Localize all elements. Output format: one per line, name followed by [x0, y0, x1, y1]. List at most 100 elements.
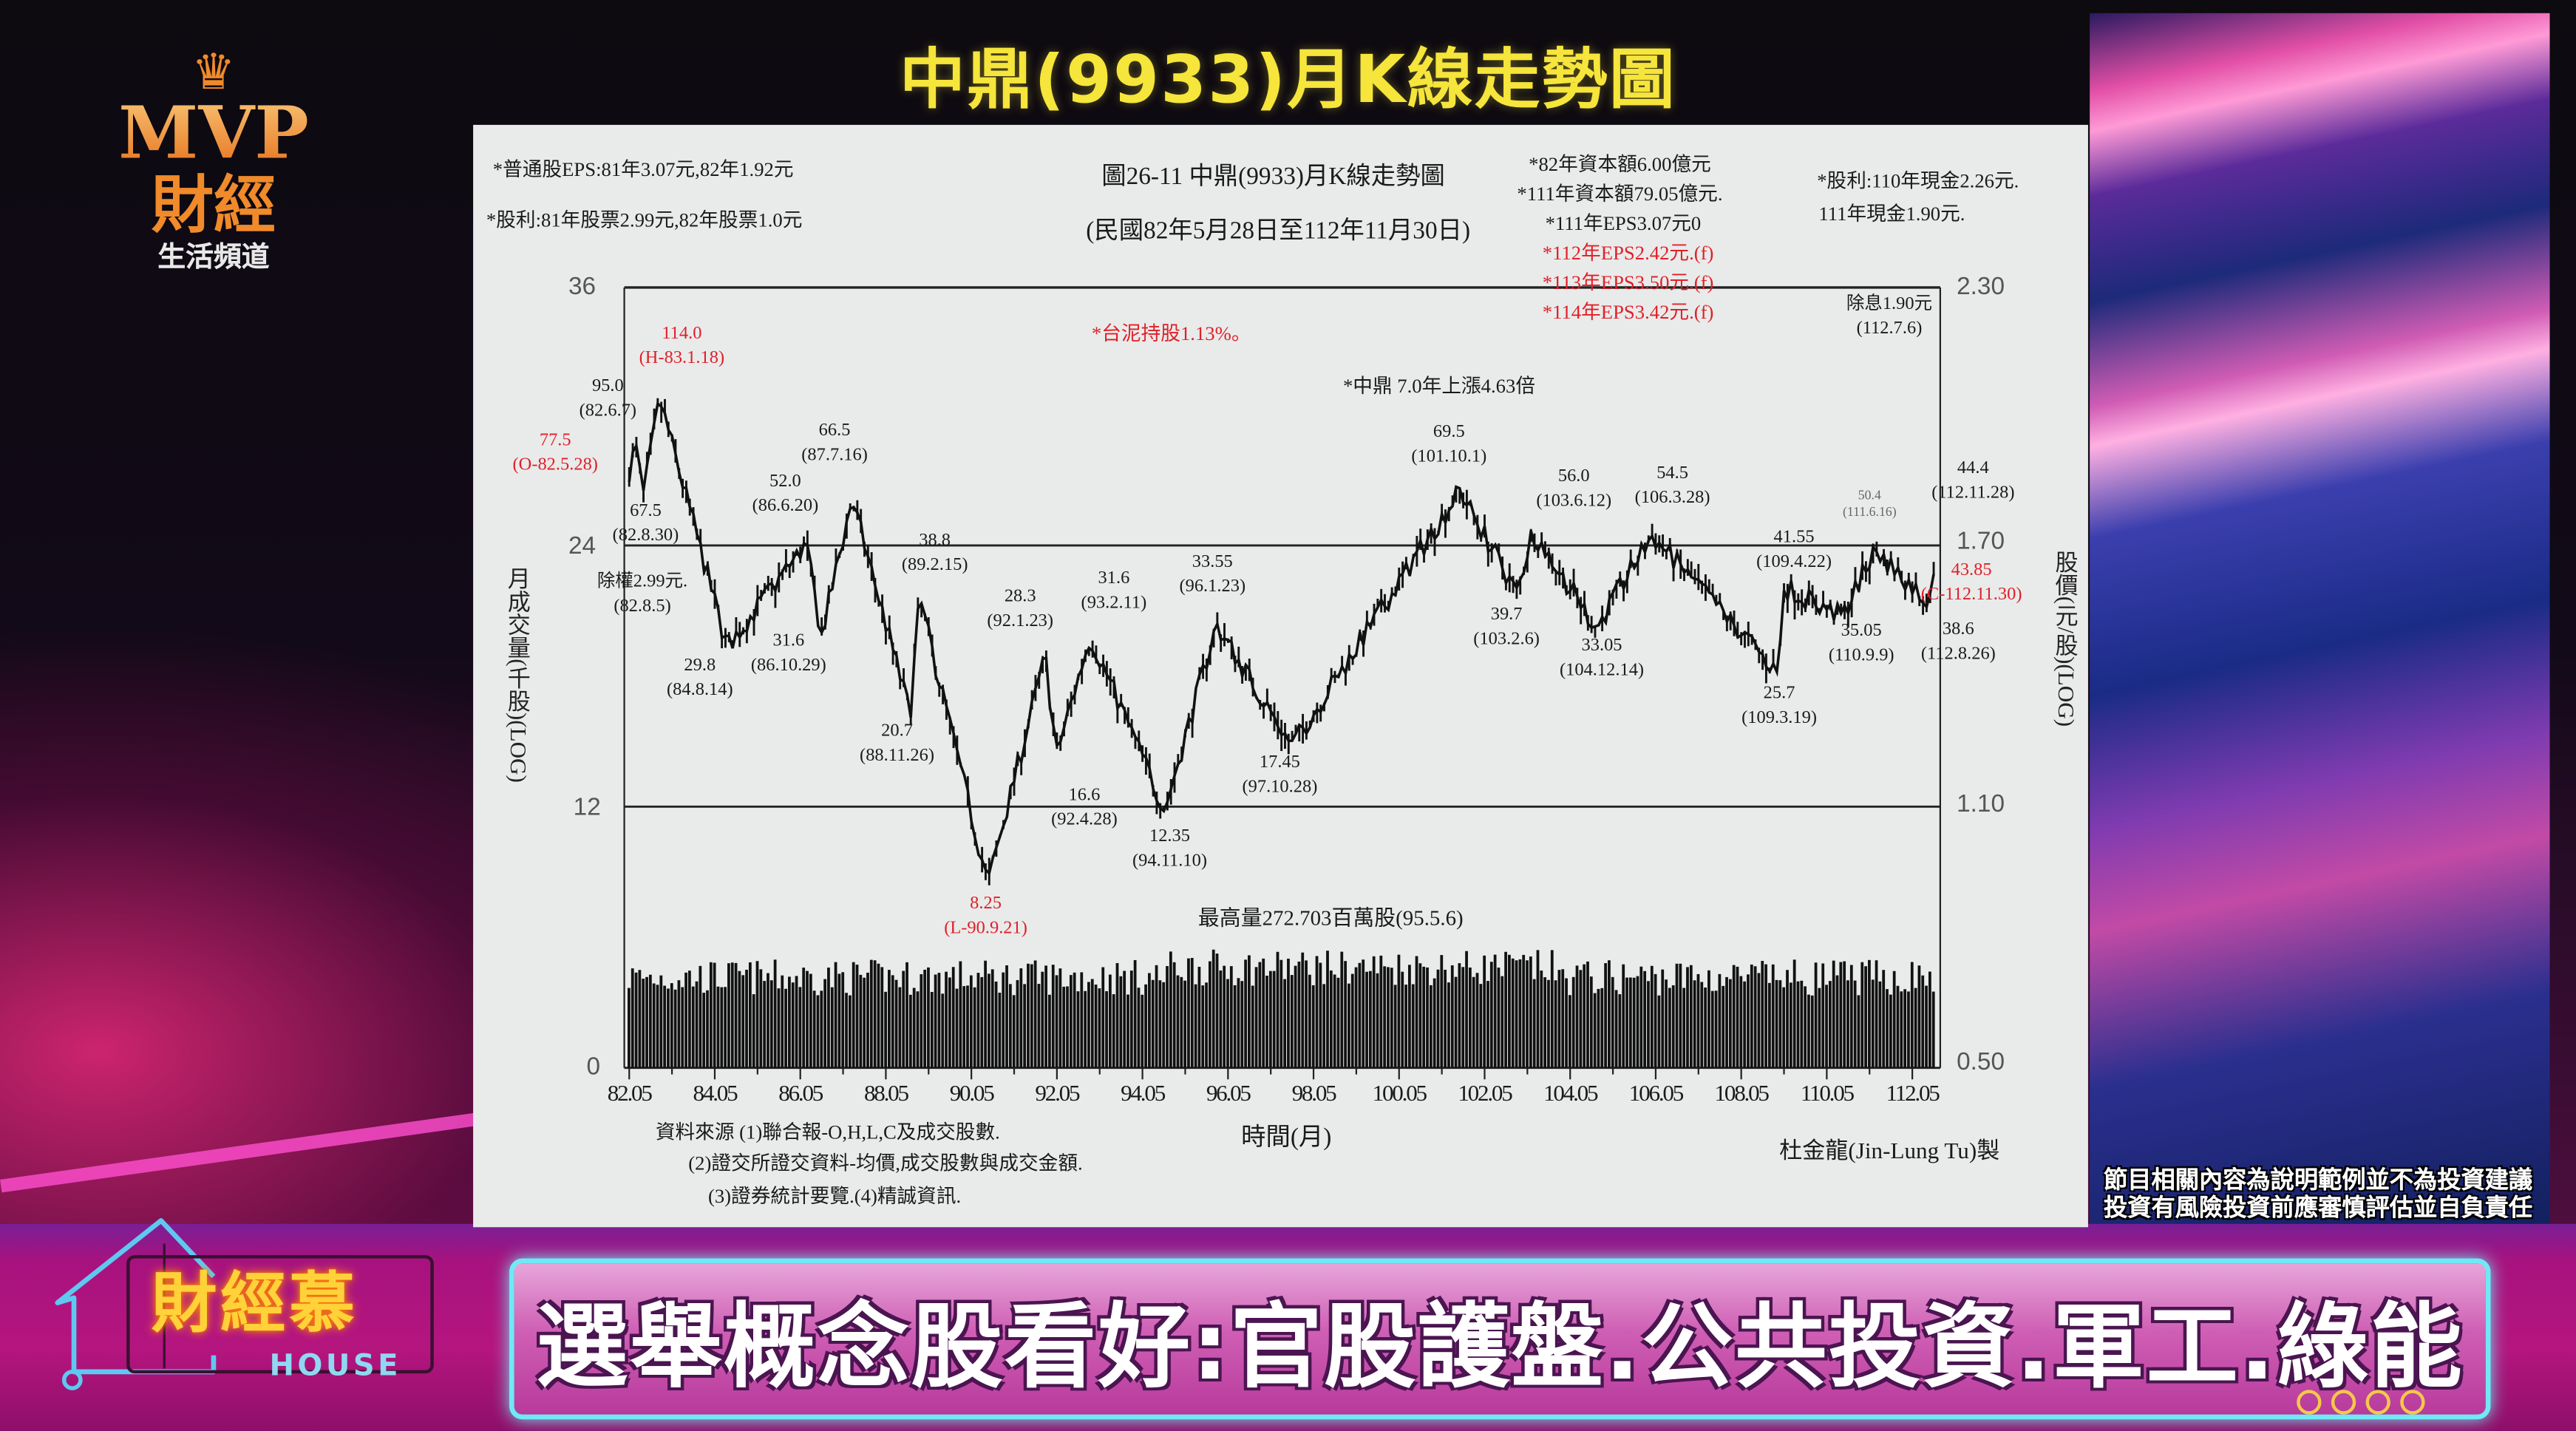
volume-bar — [1511, 958, 1515, 1068]
volume-bar — [1650, 965, 1654, 1068]
volume-bar — [1197, 966, 1201, 1068]
volume-bar — [777, 988, 781, 1068]
volume-bar — [827, 968, 830, 1068]
volume-bar — [1910, 962, 1914, 1068]
volume-bar — [1832, 960, 1835, 1068]
decorative-dots — [2297, 1390, 2425, 1415]
volume-bar — [1087, 982, 1090, 1068]
volume-bar — [1568, 995, 1571, 1068]
house-icon — [55, 1218, 434, 1390]
volume-bar — [1618, 994, 1622, 1068]
volume-bar — [1668, 988, 1671, 1068]
volume-bar — [1743, 981, 1747, 1068]
volume-bar — [873, 960, 877, 1068]
volume-bar — [1550, 950, 1554, 1068]
volume-bar — [806, 971, 809, 1068]
volume-bar — [1151, 979, 1155, 1068]
volume-bar — [1383, 966, 1387, 1068]
volume-bar — [1272, 971, 1276, 1068]
annotation: 28.3 (92.1.23) — [987, 586, 1054, 631]
right-tick: 2.30 — [1957, 272, 2005, 301]
volume-bar — [930, 991, 934, 1068]
volume-bar — [795, 976, 798, 1068]
left-tick: 0 — [586, 1053, 601, 1081]
volume-bar — [1732, 965, 1736, 1068]
volume-bar — [1839, 962, 1843, 1068]
volume-bar — [745, 969, 748, 1068]
volume-bar — [1348, 983, 1350, 1068]
volume-bar — [691, 986, 695, 1068]
volume-bar — [645, 976, 648, 1068]
annotation: 54.5 (106.3.28) — [1634, 463, 1710, 508]
volume-bar — [1176, 975, 1180, 1068]
annotation: 95.0 (82.6.7) — [579, 375, 637, 421]
volume-bar — [1315, 956, 1319, 1068]
volume-bar — [727, 963, 730, 1068]
volume-bar — [1301, 952, 1305, 1068]
volume-bar — [1223, 965, 1226, 1068]
volume-bar — [1547, 979, 1550, 1068]
volume-bar — [1860, 962, 1864, 1068]
volume-bar — [1194, 984, 1197, 1068]
volume-bar — [1889, 994, 1892, 1068]
volume-bar — [1710, 990, 1714, 1068]
volume-bar — [1917, 965, 1921, 1068]
volume-bar — [1693, 980, 1696, 1068]
volume-bar — [945, 971, 948, 1068]
volume-bar — [1846, 980, 1849, 1068]
volume-bar — [1589, 976, 1593, 1068]
volume-bar — [1700, 982, 1704, 1068]
volume-bar — [1115, 962, 1119, 1068]
volume-bar — [1290, 975, 1294, 1068]
volume-bar — [1864, 966, 1867, 1068]
volume-bar — [1287, 958, 1290, 1068]
volume-bar — [1211, 949, 1215, 1068]
annotation: 69.5 (101.10.1) — [1411, 422, 1487, 467]
volume-bar — [1305, 960, 1308, 1068]
left-tick: 36 — [568, 272, 597, 301]
volume-bar — [1362, 959, 1365, 1068]
annotation: 56.0 (103.6.12) — [1536, 466, 1612, 511]
volume-bar — [1857, 995, 1860, 1068]
volume-bar — [1297, 961, 1301, 1068]
volume-bar — [1654, 973, 1657, 1068]
volume-bar — [1632, 977, 1636, 1068]
volume-bar — [1540, 971, 1543, 1068]
volume-bar — [898, 987, 902, 1068]
volume-bar — [773, 959, 777, 1068]
volume-bar — [1600, 988, 1604, 1068]
volume-bar — [1875, 960, 1878, 1068]
volume-bar — [1882, 970, 1886, 1068]
volume-bar — [1522, 954, 1526, 1068]
volume-bar — [923, 969, 927, 1068]
volume-bar — [1076, 991, 1080, 1068]
volume-bar — [1921, 975, 1925, 1068]
volume-bar — [1098, 988, 1101, 1068]
volume-bar — [1753, 966, 1757, 1068]
volume-bar — [673, 989, 677, 1068]
volume-bar — [1661, 969, 1665, 1068]
volume-bar — [1008, 984, 1012, 1068]
volume-bar — [713, 962, 716, 1068]
volume-bar — [1237, 978, 1240, 1068]
volume-bar — [1322, 984, 1326, 1068]
volume-bar — [1892, 971, 1896, 1068]
annotation: 29.8 (84.8.14) — [667, 655, 733, 700]
volume-bar — [1158, 980, 1162, 1068]
note-dividend: *股利:81年股票2.99元,82年股票1.0元 — [486, 208, 803, 232]
volume-bar — [866, 972, 869, 1068]
volume-bar — [663, 985, 667, 1068]
volume-bar — [905, 962, 908, 1068]
volume-bar — [1105, 990, 1108, 1068]
volume-bar — [1489, 962, 1493, 1068]
annotation: 16.6 (92.4.28) — [1051, 785, 1118, 830]
volume-bar — [1276, 951, 1279, 1068]
volume-bar — [1714, 990, 1718, 1068]
volume-bar — [642, 979, 645, 1068]
volume-bar — [1486, 981, 1489, 1068]
volume-bar — [1931, 991, 1935, 1068]
volume-bar — [1444, 969, 1447, 1068]
volume-bar — [667, 988, 670, 1068]
volume-bar — [670, 983, 673, 1068]
